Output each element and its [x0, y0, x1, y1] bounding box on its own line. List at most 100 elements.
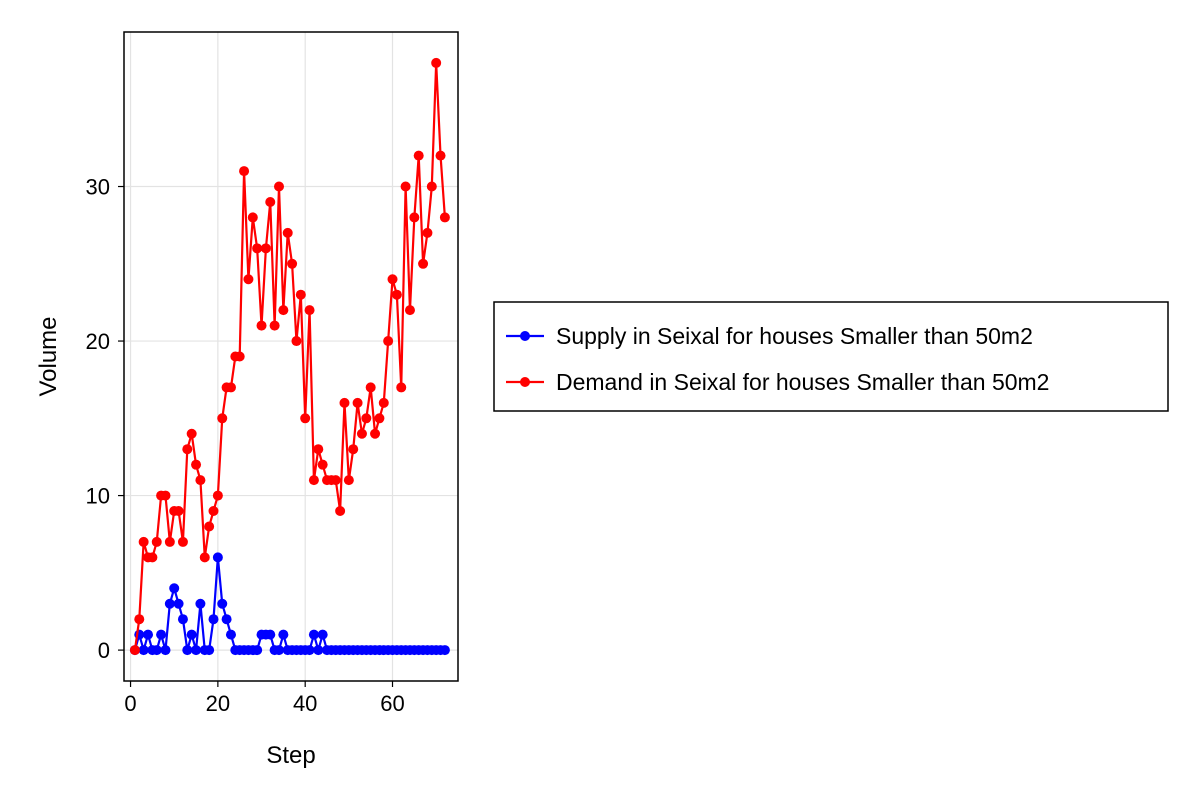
x-tick-label: 60 [380, 691, 404, 716]
legend-swatch-marker [520, 331, 530, 341]
data-point [160, 490, 171, 501]
data-point [418, 258, 429, 269]
data-point [278, 305, 289, 316]
x-tick-label: 0 [124, 691, 136, 716]
data-point [348, 444, 359, 455]
data-point [260, 243, 271, 254]
data-point [243, 274, 254, 285]
data-point [378, 397, 389, 408]
data-point [156, 629, 167, 640]
y-tick-label: 30 [86, 175, 110, 200]
data-point [335, 506, 346, 517]
data-point [291, 336, 302, 347]
data-point [400, 181, 411, 192]
data-point [396, 382, 407, 393]
data-point [173, 598, 184, 609]
y-tick-label: 20 [86, 329, 110, 354]
data-point [173, 506, 184, 517]
data-point [361, 413, 372, 424]
data-point [287, 258, 298, 269]
data-point [177, 614, 188, 625]
data-point [282, 227, 293, 238]
data-point [387, 274, 398, 285]
legend-swatch-marker [520, 377, 530, 387]
data-point [409, 212, 420, 223]
data-point [356, 428, 367, 439]
data-point [195, 598, 206, 609]
data-point [352, 397, 363, 408]
axis-ticks: 0 20 40 60 0 10 20 30 [86, 175, 405, 716]
data-point [217, 598, 228, 609]
data-point [204, 521, 215, 532]
data-point [182, 645, 193, 656]
data-point [221, 614, 232, 625]
data-point [370, 428, 381, 439]
data-point [234, 351, 245, 362]
data-point [225, 629, 236, 640]
data-point [313, 645, 324, 656]
data-point [339, 397, 350, 408]
data-point [404, 305, 415, 316]
data-point [247, 212, 258, 223]
series-0 [129, 552, 450, 656]
data-point [225, 382, 236, 393]
data-point [143, 629, 154, 640]
x-tick-label: 40 [293, 691, 317, 716]
data-point [431, 57, 442, 68]
data-point [252, 243, 263, 254]
data-point [199, 552, 210, 563]
data-point [212, 552, 223, 563]
data-point [134, 614, 145, 625]
data-point [169, 583, 180, 594]
data-point [256, 320, 267, 331]
data-point [151, 645, 162, 656]
data-point [413, 150, 424, 161]
data-point [151, 536, 162, 547]
data-point [304, 305, 315, 316]
data-point [177, 536, 188, 547]
data-point [186, 629, 197, 640]
data-point [308, 475, 319, 486]
data-point [317, 459, 328, 470]
data-point [195, 475, 206, 486]
data-point [129, 645, 140, 656]
legend-box [493, 301, 1169, 412]
data-point [208, 614, 219, 625]
data-point [204, 645, 215, 656]
data-point [191, 459, 202, 470]
data-point [138, 536, 149, 547]
data-point [273, 645, 284, 656]
data-point [365, 382, 376, 393]
data-point [212, 490, 223, 501]
series-layer [129, 57, 450, 656]
data-point [273, 181, 284, 192]
data-point [182, 444, 193, 455]
data-point [217, 413, 228, 424]
data-point [435, 150, 446, 161]
data-point [300, 413, 311, 424]
data-point [391, 289, 402, 300]
plot-frame [123, 31, 459, 682]
legend-entry: Supply in Seixal for houses Smaller than… [556, 323, 1033, 349]
y-tick-label: 0 [98, 638, 110, 663]
data-point [304, 645, 315, 656]
data-point [265, 196, 276, 207]
data-point [343, 475, 354, 486]
data-point [147, 552, 158, 563]
data-point [208, 506, 219, 517]
data-point [138, 645, 149, 656]
data-point [374, 413, 385, 424]
data-point [439, 212, 450, 223]
data-point [239, 166, 250, 177]
legend: Supply in Seixal for houses Smaller than… [493, 301, 1169, 412]
data-point [330, 475, 341, 486]
x-axis-label: Step [266, 742, 315, 769]
data-point [426, 181, 437, 192]
data-point [313, 444, 324, 455]
data-point [164, 598, 175, 609]
data-point [295, 289, 306, 300]
y-tick-label: 10 [86, 484, 110, 509]
data-point [308, 629, 319, 640]
x-tick-label: 20 [206, 691, 230, 716]
series-1 [129, 57, 450, 656]
